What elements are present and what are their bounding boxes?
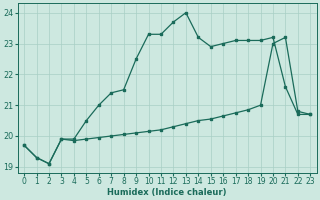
X-axis label: Humidex (Indice chaleur): Humidex (Indice chaleur) bbox=[108, 188, 227, 197]
